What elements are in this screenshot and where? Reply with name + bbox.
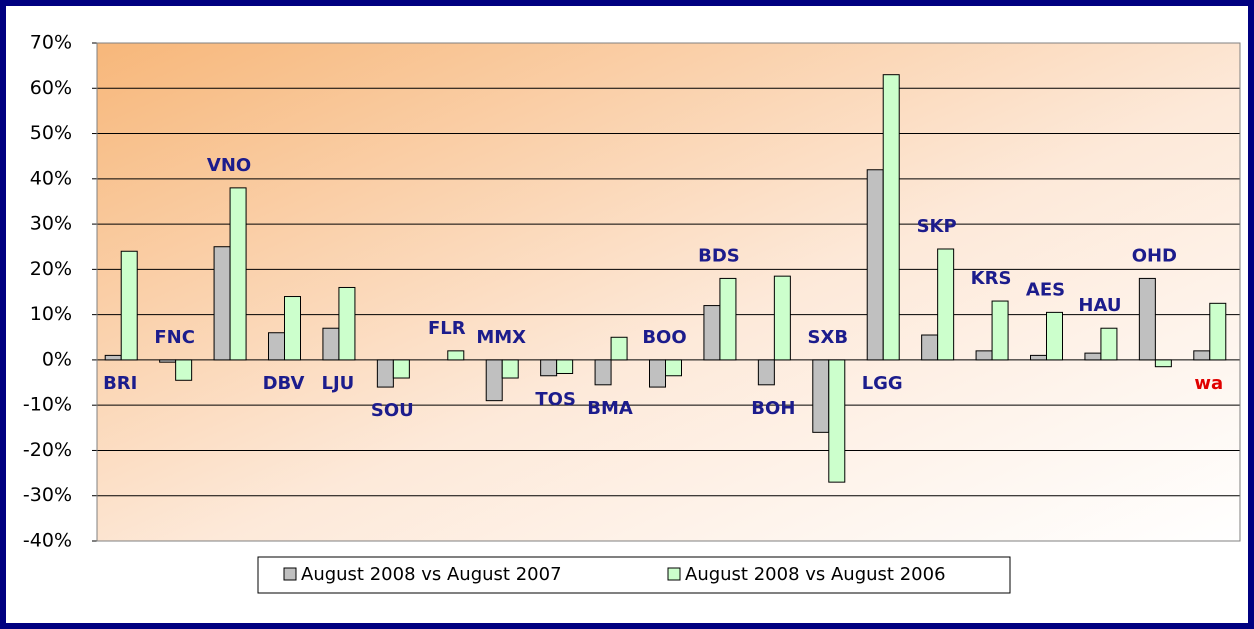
bar <box>338 286 356 361</box>
bar <box>284 296 301 361</box>
y-tick-label: 70% <box>30 32 72 54</box>
y-tick-label: 0% <box>42 348 72 370</box>
category-label: MMX <box>476 327 526 348</box>
y-tick-label: -20% <box>23 439 72 461</box>
bar <box>975 350 993 361</box>
bar <box>649 359 666 388</box>
category-label: OHD <box>1132 245 1177 266</box>
bar <box>665 359 682 377</box>
category-label: VNO <box>207 155 251 176</box>
category-label: BOO <box>642 327 686 348</box>
bar <box>213 246 231 361</box>
y-tick-label: 30% <box>30 213 72 235</box>
category-label: wa <box>1194 373 1223 394</box>
bar <box>773 275 791 361</box>
bar <box>866 169 884 361</box>
legend-label: August 2008 vs August 2006 <box>685 564 946 585</box>
y-tick-label: 20% <box>30 258 72 280</box>
bar <box>392 359 410 379</box>
bar <box>921 334 939 361</box>
y-tick-label: -40% <box>23 530 72 552</box>
bar <box>610 336 628 361</box>
bar <box>501 359 519 379</box>
category-label: KRS <box>971 268 1012 289</box>
bar <box>1084 352 1102 361</box>
category-label: SXB <box>808 327 849 348</box>
bar <box>757 359 775 386</box>
bar <box>1138 277 1156 361</box>
bar <box>991 300 1009 361</box>
bar <box>719 277 737 361</box>
category-label: BDS <box>698 245 740 266</box>
bar <box>1030 354 1047 361</box>
bar <box>540 359 558 377</box>
category-label: FLR <box>428 318 466 339</box>
plot-area <box>97 43 1240 541</box>
category-label: LJU <box>322 373 355 394</box>
legend-label: August 2008 vs August 2007 <box>301 564 562 585</box>
bar <box>937 248 955 361</box>
category-label: BOH <box>751 398 795 419</box>
bar <box>703 305 721 361</box>
bar <box>594 359 612 386</box>
legend-swatch <box>667 567 681 581</box>
category-label: AES <box>1026 279 1065 300</box>
bar <box>485 359 503 402</box>
bar <box>828 359 846 483</box>
y-tick-label: -30% <box>23 484 72 506</box>
bar <box>556 359 574 374</box>
category-label: BRI <box>103 373 137 394</box>
category-label: DBV <box>263 373 305 394</box>
y-tick-label: 60% <box>30 77 72 99</box>
y-tick-label: 10% <box>30 303 72 325</box>
bar <box>1154 359 1172 368</box>
bar <box>1046 311 1063 361</box>
bar <box>322 327 340 361</box>
bar <box>1209 302 1227 361</box>
category-label: LGG <box>862 373 903 394</box>
bar <box>159 359 177 363</box>
y-tick-label: -10% <box>23 394 72 416</box>
category-label: HAU <box>1078 295 1121 316</box>
category-label: FNC <box>154 327 195 348</box>
bar <box>120 250 138 361</box>
bar <box>175 359 193 381</box>
bar <box>1193 350 1211 361</box>
bar <box>882 74 900 361</box>
bar <box>1100 327 1118 361</box>
legend <box>257 556 1011 594</box>
bar <box>447 350 465 361</box>
bar <box>812 359 830 433</box>
plot-border <box>96 42 1241 542</box>
bar <box>229 187 247 361</box>
y-tick-label: 50% <box>30 122 72 144</box>
legend-swatch <box>283 567 297 581</box>
category-label: SOU <box>371 400 414 421</box>
bar <box>376 359 394 388</box>
y-tick-label: 40% <box>30 167 72 189</box>
category-label: BMA <box>587 398 633 419</box>
category-label: SKP <box>917 216 957 237</box>
category-label: TOS <box>535 389 576 410</box>
bar <box>268 332 285 361</box>
bar <box>104 354 122 361</box>
